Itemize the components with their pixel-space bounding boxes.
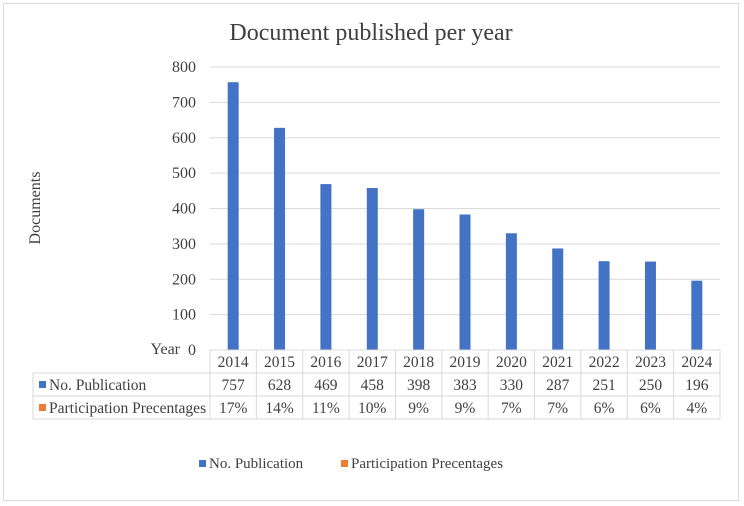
y-tick-label: 800 [172, 59, 196, 76]
table-row-label: No. Publication [49, 377, 147, 394]
x-tick-label: 2023 [635, 354, 666, 371]
bar [413, 209, 425, 350]
legend: No. Publication Participation Precentages [199, 456, 503, 472]
table-legend-key [39, 404, 46, 411]
bar [459, 214, 471, 350]
data-label: 757 [222, 377, 246, 394]
table-legend-key [39, 381, 46, 388]
y-tick-label: 700 [172, 94, 196, 111]
data-label: 458 [361, 377, 385, 394]
data-label: 330 [500, 377, 524, 394]
bar [366, 187, 378, 350]
data-label: 250 [639, 377, 663, 394]
x-tick-label: 2017 [357, 354, 388, 371]
x-tick-label: 2020 [496, 354, 527, 371]
y-tick-label: 0 [188, 342, 196, 359]
data-label: 9% [408, 400, 429, 417]
data-label: 398 [407, 377, 431, 394]
x-axis-title: Year [151, 341, 181, 358]
legend-label: No. Publication [209, 456, 304, 472]
y-tick-label: 500 [172, 165, 196, 182]
data-label: 7% [501, 400, 522, 417]
bar [552, 248, 564, 350]
y-tick-label: 300 [172, 236, 196, 253]
y-axis-title: Documents [27, 172, 44, 245]
legend-key [341, 460, 348, 467]
bar [598, 261, 610, 350]
data-label: 6% [594, 400, 615, 417]
bar [505, 233, 517, 350]
data-label: 17% [219, 400, 248, 417]
x-tick-label: 2022 [589, 354, 620, 371]
y-tick-label: 200 [172, 271, 196, 288]
legend-label: Participation Precentages [351, 456, 503, 472]
data-table: 2014 2015 2016 2017 2018 2019 2020 2021 2022 2023… [32, 349, 721, 420]
x-tick-label: 2019 [450, 354, 481, 371]
table-row-label: Participation Precentages [49, 400, 206, 417]
data-label: 196 [685, 377, 709, 394]
x-tick-label: 2015 [264, 354, 295, 371]
gridlines [210, 66, 720, 316]
x-tick-label: 2016 [310, 354, 341, 371]
bar [644, 261, 656, 350]
data-label: 628 [268, 377, 292, 394]
data-label: 287 [546, 377, 570, 394]
x-tick-label: 2021 [542, 354, 573, 371]
bars [227, 82, 703, 351]
data-label: 9% [455, 400, 476, 417]
bar [320, 184, 332, 350]
x-tick-label: 2018 [403, 354, 434, 371]
x-tick-label: 2024 [681, 354, 712, 371]
data-label: 10% [358, 400, 387, 417]
x-tick-label: 2014 [218, 354, 249, 371]
bar [274, 127, 286, 350]
y-tick-label: 100 [172, 307, 196, 324]
bar [227, 82, 239, 351]
y-tick-label: 600 [172, 130, 196, 147]
y-tick-label: 400 [172, 201, 196, 218]
data-label: 251 [592, 377, 615, 394]
data-label: 11% [312, 400, 340, 417]
legend-key [199, 460, 206, 467]
data-label: 6% [640, 400, 661, 417]
bar [691, 280, 703, 350]
chart-frame [3, 3, 739, 501]
y-axis-ticks: 0 100 200 300 400 500 600 700 800 [172, 59, 196, 359]
data-label: 383 [453, 377, 477, 394]
data-label: 14% [265, 400, 294, 417]
data-label: 7% [547, 400, 568, 417]
data-label: 4% [686, 400, 707, 417]
data-label: 469 [314, 377, 338, 394]
chart-title: Document published per year [229, 20, 512, 46]
